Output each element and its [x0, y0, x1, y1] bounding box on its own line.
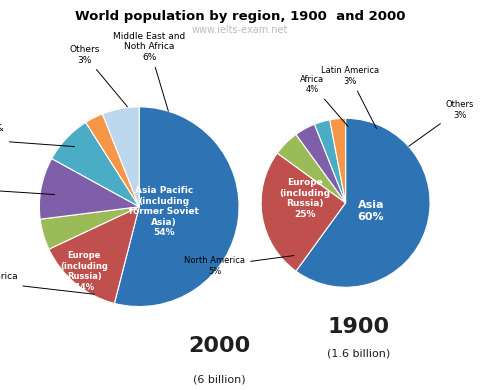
- Text: Europe
(including
Russia)
14%: Europe (including Russia) 14%: [60, 252, 108, 292]
- Text: North America
5%: North America 5%: [0, 272, 95, 294]
- Wedge shape: [86, 114, 139, 207]
- Wedge shape: [296, 118, 430, 287]
- Text: Others
3%: Others 3%: [69, 45, 127, 107]
- Text: Europe
(including
Russia)
25%: Europe (including Russia) 25%: [279, 179, 331, 219]
- Text: Others
3%: Others 3%: [408, 100, 474, 146]
- Wedge shape: [296, 124, 346, 203]
- Wedge shape: [330, 118, 346, 203]
- Text: Africa
4%: Africa 4%: [300, 75, 348, 126]
- Wedge shape: [314, 120, 346, 203]
- Text: North America
5%: North America 5%: [184, 255, 294, 276]
- Text: Asia Pacific
(including
former Soviet
Asia)
54%: Asia Pacific (including former Soviet As…: [129, 186, 199, 237]
- Wedge shape: [114, 107, 239, 307]
- Wedge shape: [52, 122, 139, 207]
- Text: (1.6 billion): (1.6 billion): [327, 348, 390, 358]
- Wedge shape: [261, 153, 346, 271]
- Wedge shape: [102, 107, 139, 207]
- Wedge shape: [277, 135, 346, 203]
- Text: (6 billion): (6 billion): [193, 374, 245, 385]
- Text: Asia
60%: Asia 60%: [358, 200, 384, 222]
- Wedge shape: [39, 159, 139, 219]
- Text: Middle East and
Noth Africa
6%: Middle East and Noth Africa 6%: [113, 32, 185, 111]
- Text: 2000: 2000: [188, 337, 250, 356]
- Wedge shape: [40, 207, 139, 249]
- Text: www.ielts-exam.net: www.ielts-exam.net: [192, 25, 288, 35]
- Text: Africa
10%: Africa 10%: [0, 179, 55, 199]
- Text: World population by region, 1900  and 2000: World population by region, 1900 and 200…: [75, 10, 405, 23]
- Text: Latin America &
Caribbean
8%: Latin America & Caribbean 8%: [0, 124, 74, 154]
- Text: Latin America
3%: Latin America 3%: [321, 66, 379, 129]
- Wedge shape: [49, 207, 139, 303]
- Text: 1900: 1900: [327, 317, 389, 337]
